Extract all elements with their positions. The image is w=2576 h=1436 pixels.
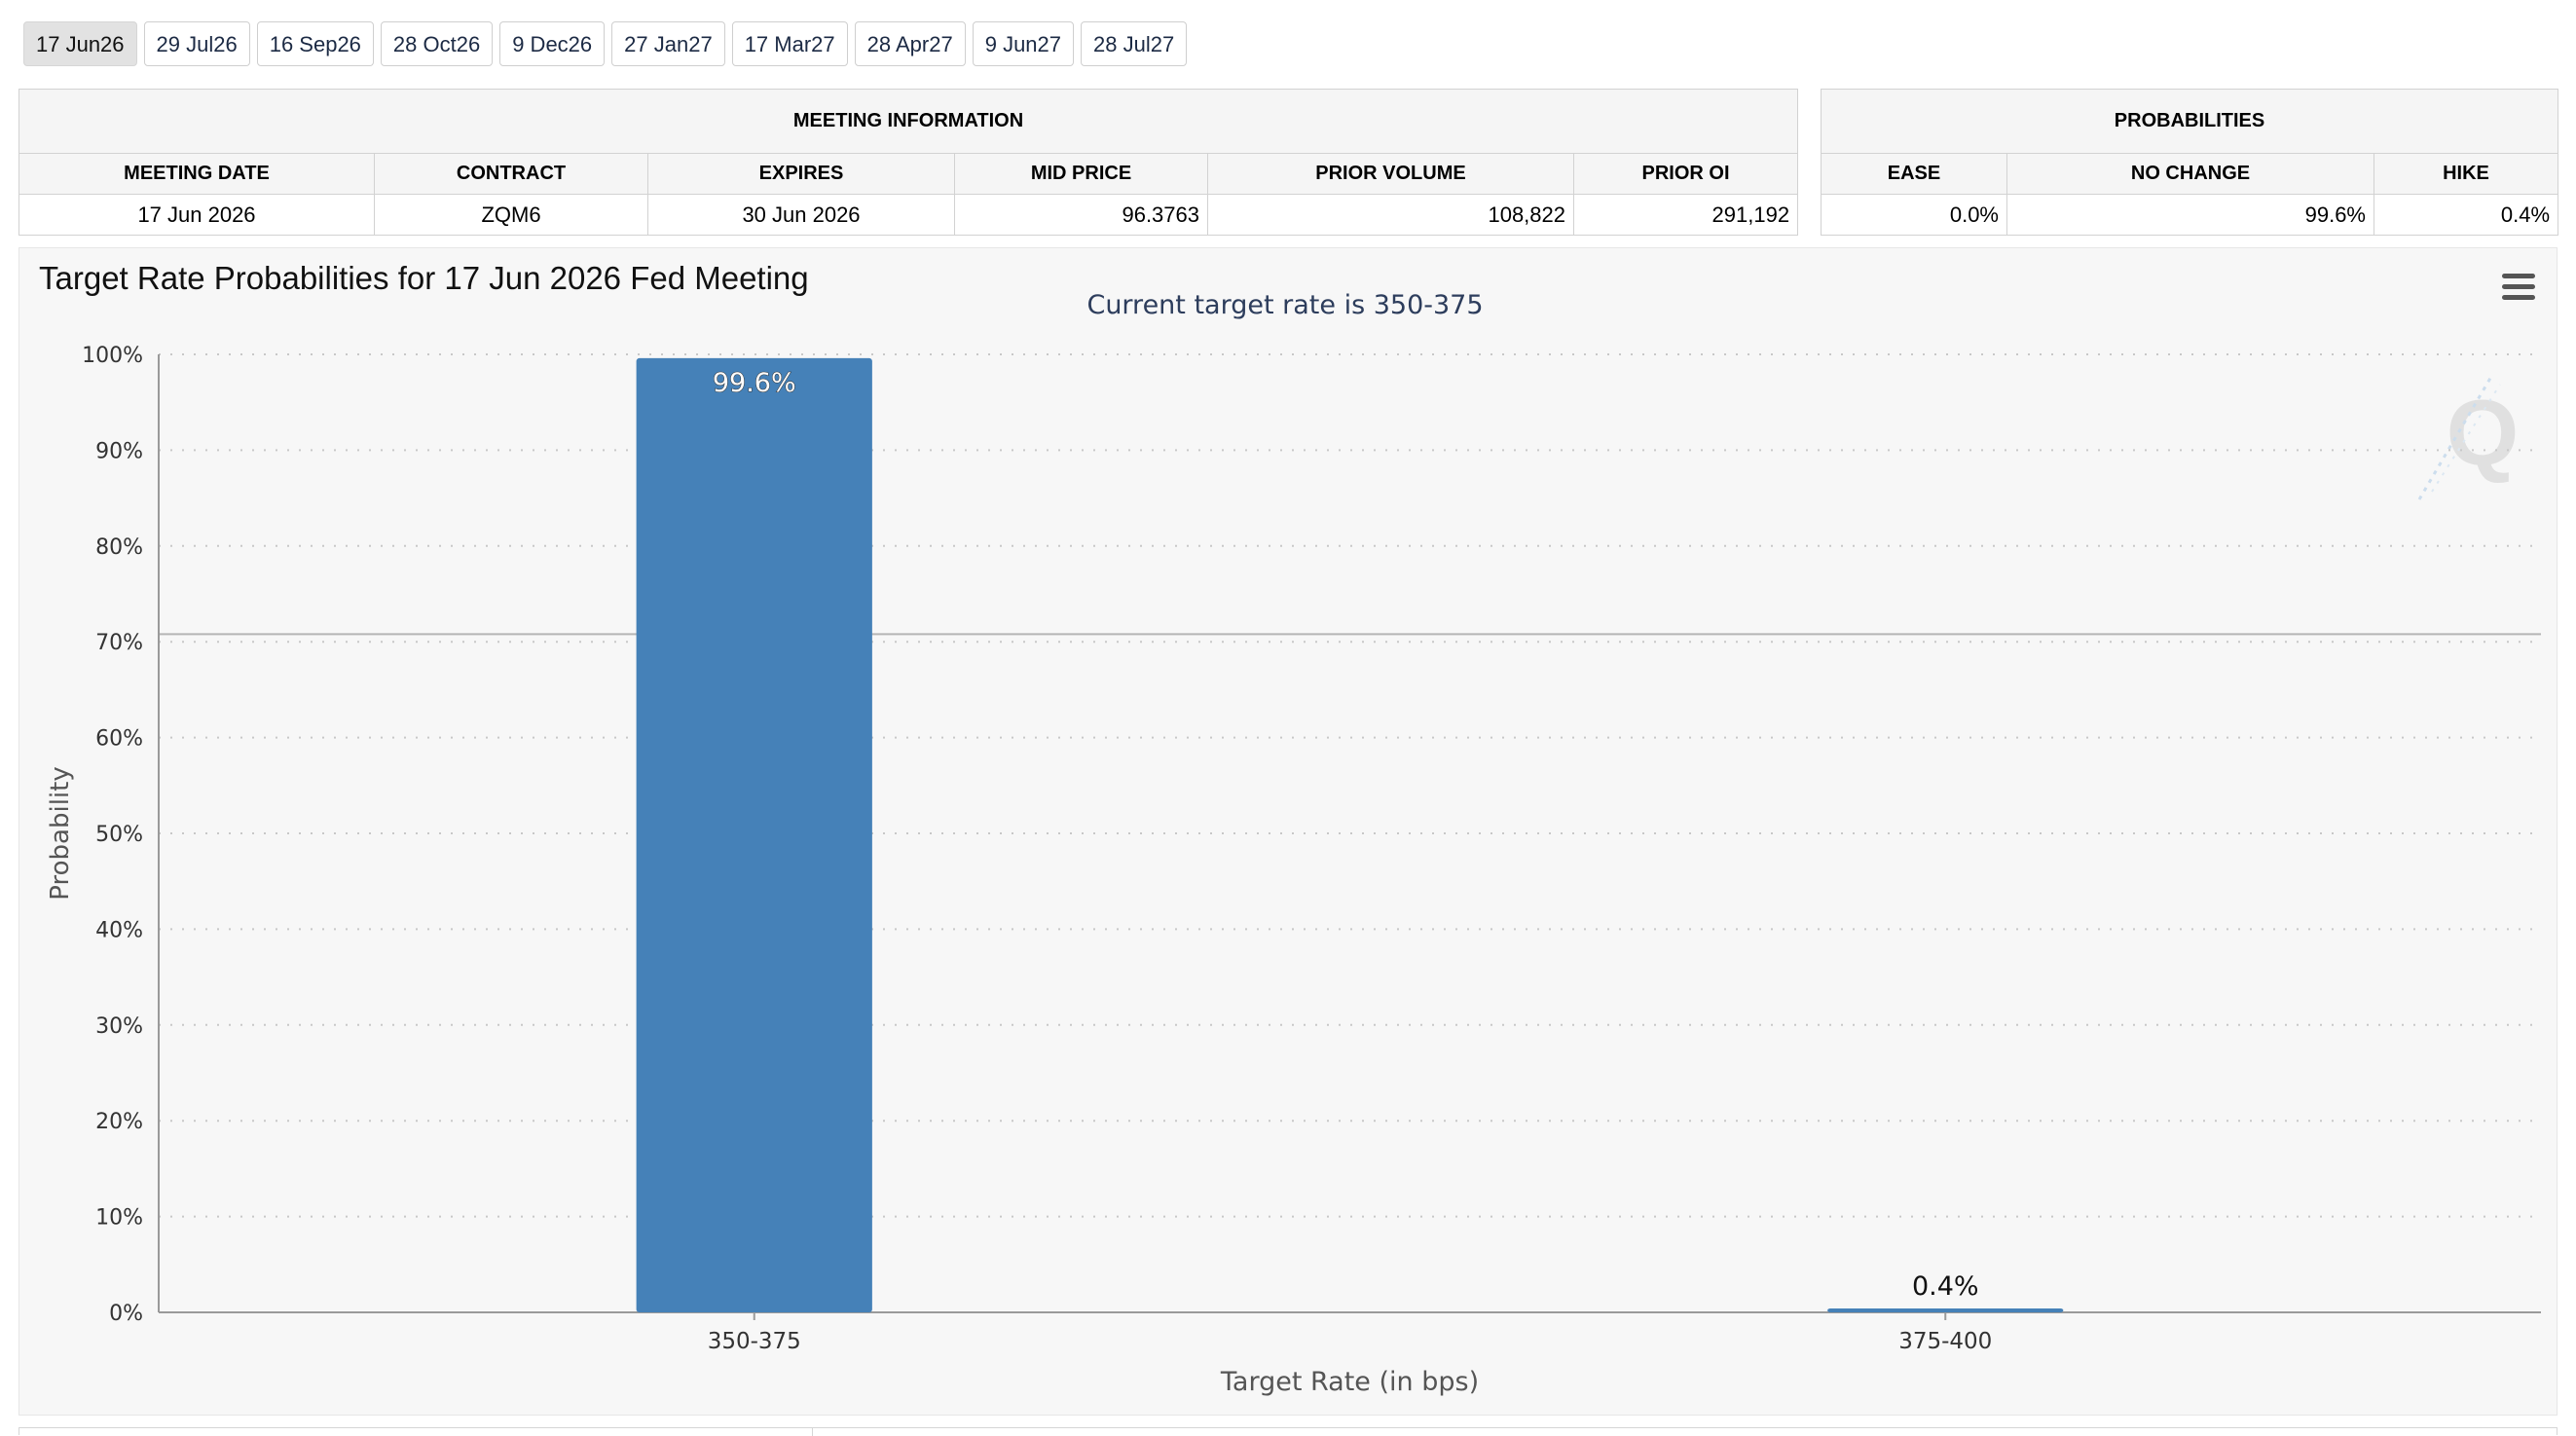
col-no-change: NO CHANGE — [2006, 153, 2374, 195]
y-tick-label: 10% — [95, 1206, 143, 1231]
col-prior-volume: PRIOR VOLUME — [1207, 153, 1574, 195]
y-tick-label: 20% — [95, 1110, 143, 1134]
bar-350-375[interactable] — [636, 357, 872, 1312]
chart-panel: Target Rate Probabilities for 17 Jun 202… — [18, 247, 2558, 1416]
svg-text:Q: Q — [2447, 381, 2520, 485]
bottom-panel-divider — [812, 1428, 813, 1436]
tab-meeting-date[interactable]: 28 Jul27 — [1081, 21, 1188, 66]
col-contract: CONTRACT — [374, 153, 648, 195]
col-expires: EXPIRES — [647, 153, 955, 195]
probabilities-table: PROBABILITIES EASE NO CHANGE HIKE 0.0% 9… — [1820, 89, 2559, 236]
bar-375-400[interactable] — [1827, 1308, 2064, 1312]
tab-meeting-date[interactable]: 29 Jul26 — [143, 21, 250, 66]
meeting-date-tabs: 17 Jun26 29 Jul26 16 Sep26 28 Oct26 9 Dec26 2… — [23, 21, 1188, 68]
tab-meeting-date[interactable]: 9 Jun27 — [972, 21, 1075, 66]
tab-meeting-date[interactable]: 16 Sep26 — [256, 21, 374, 66]
chart-title: Target Rate Probabilities for 17 Jun 202… — [39, 260, 809, 296]
cell-mid-price: 96.3763 — [954, 194, 1208, 236]
bar-chart: Q Current target rate is 350-375 0% 10% 20%… — [46, 290, 2541, 1397]
tab-meeting-date[interactable]: 17 Jun26 — [23, 21, 137, 66]
cell-prior-oi: 291,192 — [1572, 194, 1799, 236]
col-mid-price: MID PRICE — [954, 153, 1208, 195]
probabilities-heading: PROBABILITIES — [1820, 89, 2559, 154]
tab-meeting-date[interactable]: 17 Mar27 — [731, 21, 848, 66]
cell-no-change: 99.6% — [2006, 194, 2374, 236]
y-tick-label: 80% — [95, 535, 143, 560]
chart-subtitle: Current target rate is 350-375 — [1086, 290, 1483, 320]
hamburger-menu-icon[interactable] — [2502, 274, 2535, 301]
y-tick-label: 50% — [95, 823, 143, 847]
y-tick-label: 30% — [95, 1014, 143, 1039]
tab-meeting-date[interactable]: 27 Jan27 — [611, 21, 725, 66]
bottom-panel-edge — [18, 1427, 2558, 1436]
cell-prior-volume: 108,822 — [1207, 194, 1574, 236]
y-axis-title: Probability — [46, 766, 75, 900]
cell-ease: 0.0% — [1821, 194, 2007, 236]
x-tick-label: 350-375 — [708, 1329, 801, 1354]
y-tick-label: 60% — [95, 727, 143, 752]
table-row: 0.0% 99.6% 0.4% — [1821, 194, 2559, 236]
col-prior-oi: PRIOR OI — [1572, 153, 1799, 195]
cell-meeting-date: 17 Jun 2026 — [18, 194, 375, 236]
x-axis-title: Target Rate (in bps) — [1220, 1367, 1479, 1397]
x-tick-label: 375-400 — [1898, 1329, 1992, 1354]
meeting-information-table: MEETING INFORMATION MEETING DATE CONTRAC… — [18, 89, 1799, 236]
cell-contract: ZQM6 — [374, 194, 648, 236]
col-ease: EASE — [1821, 153, 2007, 195]
data-label: 99.6% — [713, 368, 796, 398]
tab-meeting-date[interactable]: 28 Apr27 — [854, 21, 966, 66]
y-tick-label: 40% — [95, 918, 143, 942]
cell-hike: 0.4% — [2373, 194, 2559, 236]
meeting-information-heading: MEETING INFORMATION — [18, 89, 1799, 154]
col-meeting-date: MEETING DATE — [18, 153, 375, 195]
watermark-logo-icon: Q — [2417, 374, 2520, 500]
cell-expires: 30 Jun 2026 — [647, 194, 955, 236]
y-tick-label: 0% — [109, 1302, 143, 1326]
y-tick-label: 100% — [82, 344, 143, 368]
col-hike: HIKE — [2373, 153, 2559, 195]
table-row: 17 Jun 2026 ZQM6 30 Jun 2026 96.3763 108… — [18, 194, 1799, 236]
data-label: 0.4% — [1912, 1271, 1979, 1302]
y-tick-label: 90% — [95, 439, 143, 463]
y-tick-label: 70% — [95, 631, 143, 655]
tab-meeting-date[interactable]: 28 Oct26 — [380, 21, 494, 66]
tab-meeting-date[interactable]: 9 Dec26 — [499, 21, 606, 66]
